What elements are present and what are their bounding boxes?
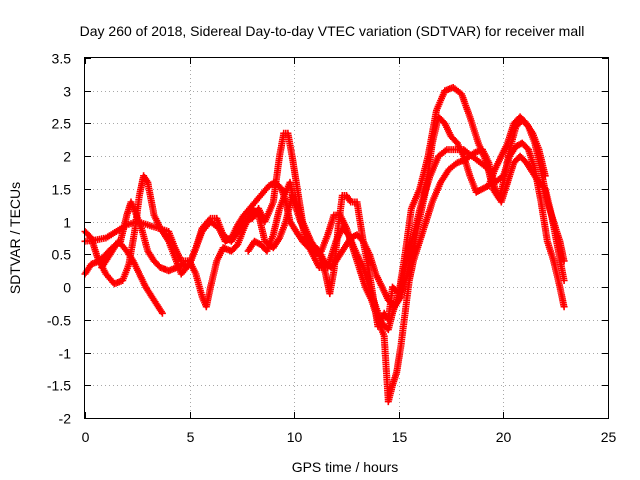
y-tick-label: -1.5 [47,378,71,394]
series-track-4 [98,237,166,317]
x-tick-label: 25 [601,429,617,445]
y-tick-label: 3.5 [52,51,72,67]
plot-area-frame [84,57,609,419]
x-tick-label: 15 [392,429,408,445]
data-point [541,172,549,180]
y-tick-label: -2 [59,411,72,427]
y-tick-label: -0.5 [47,313,71,329]
series-track-5 [244,113,549,311]
data-point [560,277,568,284]
series-track-1 [81,84,568,330]
x-axis-label: GPS time / hours [292,459,399,475]
y-tick-label: 3 [63,84,71,100]
y-axis-label: SDTVAR / TECUs [7,182,23,294]
series-track-3 [81,146,568,406]
y-tick-label: 0.5 [52,247,72,263]
grid-lines [85,58,608,418]
y-tick-label: 1.5 [52,182,72,198]
data-points [81,84,568,406]
axis-ticks [85,58,609,419]
y-tick-labels: -2 -1.5 -1 -0.5 0 0.5 1 1.5 2 2.5 3 3.5 [47,51,71,427]
x-tick-label: 10 [287,429,303,445]
y-tick-label: 2.5 [52,116,72,132]
x-tick-label: 5 [187,429,195,445]
x-tick-labels: 0 5 10 15 20 25 [82,429,617,445]
data-point [158,309,166,317]
chart-title: Day 260 of 2018, Sidereal Day-to-day VTE… [80,23,585,39]
y-tick-label: 1 [63,215,71,231]
y-tick-label: -1 [59,346,72,362]
y-tick-label: 2 [63,149,71,165]
x-tick-label: 0 [82,429,90,445]
x-tick-label: 20 [496,429,512,445]
y-tick-label: 0 [63,280,71,296]
data-point [560,303,568,311]
